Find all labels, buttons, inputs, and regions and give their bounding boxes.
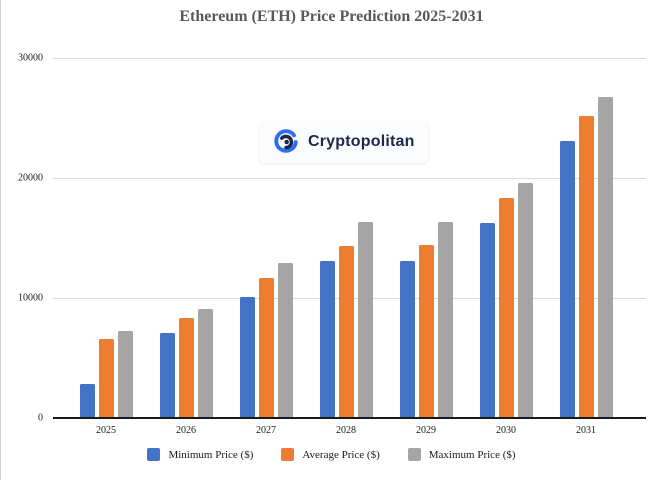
y-tick-label: 10000 — [18, 292, 43, 304]
bar-average-price-2030 — [498, 197, 514, 418]
gridline-30000 — [53, 58, 646, 59]
bar-minimum-price-2029 — [399, 260, 415, 418]
bar-maximum-price-2027 — [277, 263, 293, 418]
bar-maximum-price-2031 — [597, 97, 613, 418]
y-tick-label: 0 — [38, 412, 43, 424]
legend-label: Average Price ($) — [302, 448, 380, 461]
bar-average-price-2027 — [258, 277, 274, 418]
bar-maximum-price-2025 — [117, 330, 133, 418]
gridline-0 — [53, 417, 646, 419]
bar-group-2027 — [226, 58, 306, 418]
bar-group-2025 — [66, 58, 146, 418]
bar-average-price-2026 — [178, 317, 194, 418]
bar-minimum-price-2030 — [479, 223, 495, 418]
x-axis: 2025 2026 2027 2028 2029 2030 2031 — [66, 425, 626, 436]
x-tick-label-2031: 2031 — [576, 425, 596, 436]
bar-maximum-price-2029 — [437, 221, 453, 418]
bar-group-2030 — [466, 58, 546, 418]
x-tick-label-2027: 2027 — [256, 425, 276, 436]
legend-item-average-price: Average Price ($) — [281, 448, 380, 461]
bar-average-price-2025 — [98, 339, 114, 418]
bar-minimum-price-2031 — [559, 141, 575, 418]
watermark: Cryptopolitan — [259, 121, 428, 163]
cryptopolitan-logo-icon — [274, 129, 298, 153]
legend-swatch-minimum-price — [147, 448, 161, 461]
bar-minimum-price-2025 — [79, 384, 95, 418]
legend-swatch-average-price — [281, 448, 295, 461]
bar-average-price-2028 — [338, 246, 354, 418]
legend: Minimum Price ($) Average Price ($) Maximu… — [1, 448, 661, 461]
bar-group-2029 — [386, 58, 466, 418]
legend-item-maximum-price: Maximum Price ($) — [407, 448, 516, 461]
legend-label: Minimum Price ($) — [168, 448, 254, 461]
chart-title: Ethereum (ETH) Price Prediction 2025-203… — [179, 8, 484, 25]
bar-maximum-price-2026 — [197, 308, 213, 418]
bars-region — [66, 58, 626, 418]
bar-maximum-price-2028 — [357, 222, 373, 418]
y-tick-label: 30000 — [18, 52, 43, 64]
x-tick-label-2028: 2028 — [336, 425, 356, 436]
bar-average-price-2031 — [578, 115, 594, 418]
bar-minimum-price-2028 — [319, 261, 335, 418]
bar-average-price-2029 — [418, 244, 434, 418]
y-tick-label: 20000 — [18, 172, 43, 184]
bar-maximum-price-2030 — [517, 183, 533, 418]
bar-group-2031 — [546, 58, 626, 418]
plot-area — [53, 58, 646, 419]
gridline-20000 — [53, 178, 646, 179]
legend-label: Maximum Price ($) — [428, 448, 516, 461]
x-tick-label-2026: 2026 — [176, 425, 196, 436]
x-tick-label-2025: 2025 — [96, 425, 116, 436]
watermark-text: Cryptopolitan — [308, 133, 415, 150]
x-tick-label-2029: 2029 — [416, 425, 436, 436]
bar-group-2026 — [146, 58, 226, 418]
y-axis: 0 10000 20000 30000 — [1, 53, 47, 424]
x-tick-label-2030: 2030 — [496, 425, 516, 436]
legend-item-minimum-price: Minimum Price ($) — [147, 448, 253, 461]
bar-minimum-price-2027 — [239, 297, 255, 418]
bar-minimum-price-2026 — [159, 332, 175, 418]
bar-group-2028 — [306, 58, 386, 418]
legend-swatch-maximum-price — [407, 448, 421, 461]
